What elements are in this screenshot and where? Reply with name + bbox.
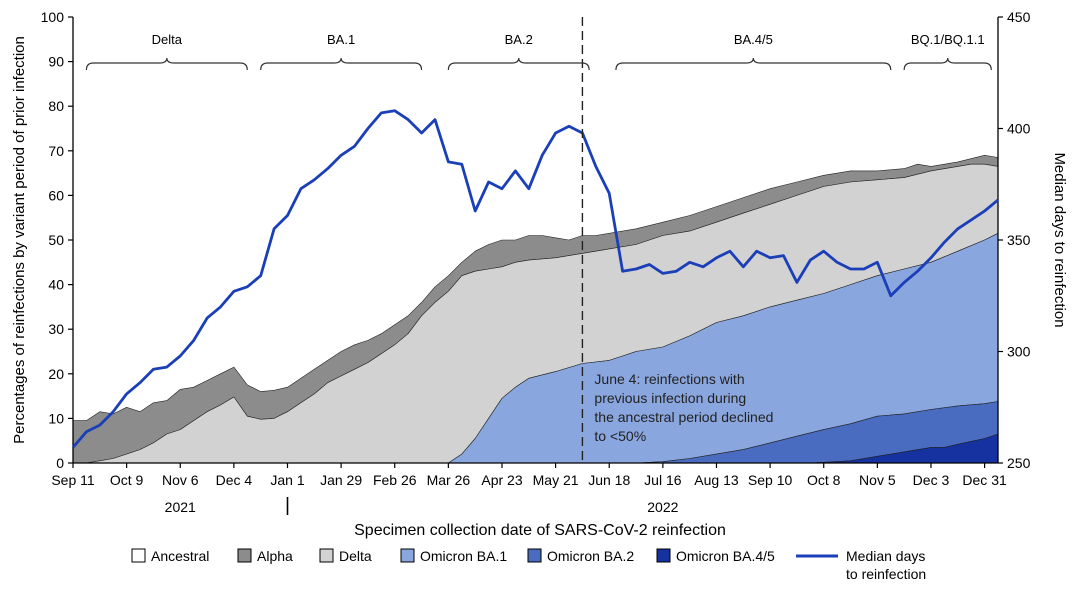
x-tick-label: Oct 8: [807, 472, 841, 488]
period-bracket: [447, 57, 590, 71]
x-tick-label: Dec 4: [216, 472, 253, 488]
y-tick-label: 70: [48, 143, 64, 159]
x-tick-label: Jan 1: [270, 472, 304, 488]
x-tick-label: Feb 26: [373, 472, 417, 488]
x-tick-label: Oct 9: [110, 472, 144, 488]
x-tick-label: Sep 11: [51, 472, 95, 488]
area-series-group: [72, 155, 999, 464]
x-tick-label: Jan 29: [320, 472, 362, 488]
x-tick-label: Nov 5: [859, 472, 896, 488]
legend-label-omicron-ba1: Omicron BA.1: [420, 548, 507, 564]
june4-annotation: June 4: reinfections with previous infect…: [581, 17, 773, 463]
legend: Ancestral Alpha Delta Omicron BA.1 Omicron B…: [131, 548, 926, 582]
period-label: BA.1: [327, 32, 355, 47]
x-tick-label: Dec 3: [913, 472, 950, 488]
y-tick-label: 10: [48, 410, 64, 426]
legend-swatch-omicron-ba1: [400, 548, 415, 563]
x-tick-label: Mar 26: [427, 472, 471, 488]
y-tick-label: 30: [48, 321, 64, 337]
period-bracket: [615, 57, 892, 71]
y-tick-label: 50: [48, 232, 64, 248]
legend-swatch-omicron-ba45: [656, 548, 671, 563]
y-tick-label: 20: [48, 366, 64, 382]
period-bracket: [260, 57, 423, 71]
y2-axis-title: Median days to reinfection: [1051, 152, 1068, 327]
period-label: BA.2: [505, 32, 533, 47]
legend-label-ancestral: Ancestral: [151, 548, 209, 564]
y2-tick-label: 350: [1007, 232, 1031, 248]
x-tick-label: May 21: [533, 472, 579, 488]
annotation-text: previous infection during: [594, 390, 746, 406]
period-label: Delta: [152, 32, 183, 47]
x-tick-label: Dec 31: [962, 472, 1007, 488]
x-tick-label: Nov 6: [162, 472, 199, 488]
legend-label-omicron-ba2: Omicron BA.2: [547, 548, 634, 564]
x-tick-label: Apr 23: [481, 472, 522, 488]
x-tick-label: Sep 10: [748, 472, 793, 488]
x-tick-label: Aug 13: [694, 472, 739, 488]
y2-tick-label: 400: [1007, 121, 1031, 137]
median-days-line-group: [71, 109, 999, 449]
period-label: BA.4/5: [734, 32, 773, 47]
legend-label-delta: Delta: [339, 548, 372, 564]
legend-label-omicron-ba45: Omicron BA.4/5: [676, 548, 775, 564]
annotation-text: the ancestral period declined: [594, 409, 773, 425]
y2-tick-label: 250: [1007, 455, 1031, 471]
year-label: 2022: [647, 499, 678, 515]
legend-label-median-days: Median days: [846, 548, 925, 564]
y-tick-label: 90: [48, 54, 64, 70]
legend-swatch-omicron-ba2: [527, 548, 542, 563]
period-brackets: Delta BA.1 BA.2 BA.4/5 BQ.1/BQ.1.1: [85, 32, 992, 71]
year-label: 2021: [165, 499, 196, 515]
x-tick-label: Jul 16: [644, 472, 682, 488]
x-axis-title: Specimen collection date of SARS-CoV-2 r…: [354, 522, 726, 539]
y2-tick-label: 300: [1007, 344, 1031, 360]
y-tick-label: 0: [56, 455, 64, 471]
x-tick-label: Jun 18: [588, 472, 630, 488]
legend-swatch-alpha: [237, 548, 252, 563]
y2-tick-label: 450: [1007, 9, 1031, 25]
y-tick-label: 40: [48, 277, 64, 293]
legend-swatch-ancestral: [131, 548, 146, 563]
annotation-text: June 4: reinfections with: [594, 371, 744, 387]
legend-swatch-delta: [319, 548, 334, 563]
y-tick-label: 100: [41, 9, 65, 25]
axes-group: 0 10 20 30 40 50 60 70 80 90 100 250 300 350 400 450 Sep…: [11, 9, 1068, 539]
legend-label-median-days: to reinfection: [846, 566, 926, 582]
median-days-line: [71, 109, 999, 449]
y-axis-title: Percentages of reinfections by variant p…: [11, 36, 28, 444]
period-bracket: [85, 57, 248, 71]
period-label: BQ.1/BQ.1.1: [911, 32, 985, 47]
annotation-text: to <50%: [594, 428, 646, 444]
y-tick-label: 60: [48, 187, 64, 203]
legend-label-alpha: Alpha: [257, 548, 293, 564]
y-tick-label: 80: [48, 98, 64, 114]
period-bracket: [903, 57, 992, 71]
